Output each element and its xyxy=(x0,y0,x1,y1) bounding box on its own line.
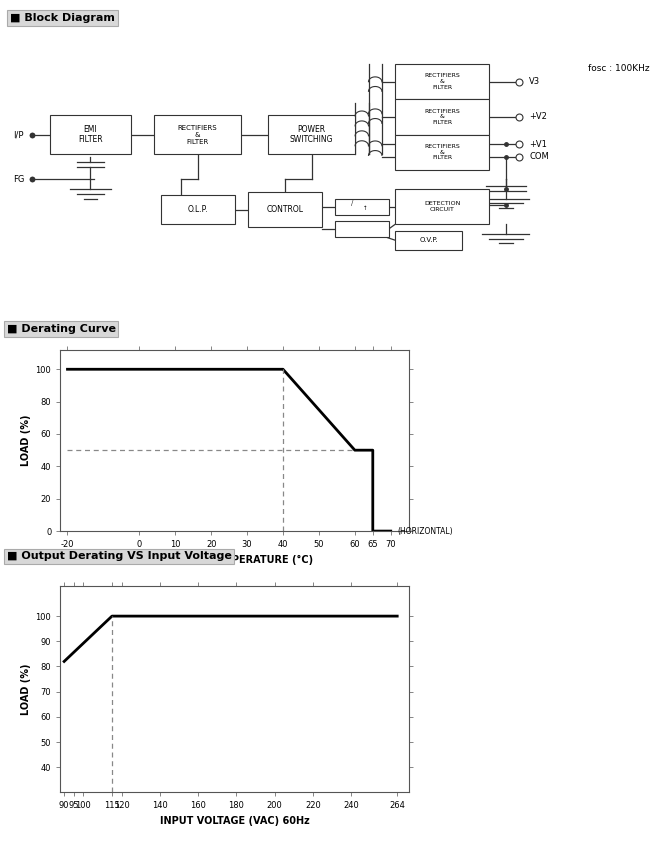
Text: ■ Derating Curve: ■ Derating Curve xyxy=(7,324,116,334)
Bar xyxy=(268,115,355,153)
Text: RECTIFIERS
&
FILTER: RECTIFIERS & FILTER xyxy=(424,144,460,160)
X-axis label: INPUT VOLTAGE (VAC) 60Hz: INPUT VOLTAGE (VAC) 60Hz xyxy=(159,816,310,826)
Y-axis label: LOAD (%): LOAD (%) xyxy=(21,415,31,466)
Bar xyxy=(248,192,322,228)
Bar xyxy=(335,199,389,215)
Text: ■ Block Diagram: ■ Block Diagram xyxy=(10,13,115,23)
Text: POWER
SWITCHING: POWER SWITCHING xyxy=(290,125,333,144)
Text: I/P: I/P xyxy=(13,130,24,139)
Text: DETECTION
CIRCUIT: DETECTION CIRCUIT xyxy=(424,201,460,212)
Bar xyxy=(395,189,489,224)
Bar xyxy=(50,115,131,153)
Text: ■ Output Derating VS Input Voltage: ■ Output Derating VS Input Voltage xyxy=(7,551,232,561)
Bar xyxy=(395,135,489,169)
Bar xyxy=(154,115,241,153)
Text: +V2: +V2 xyxy=(529,112,547,121)
Text: fosc : 100KHz: fosc : 100KHz xyxy=(588,64,650,73)
Y-axis label: LOAD (%): LOAD (%) xyxy=(21,663,31,715)
X-axis label: AMBIENT TEMPERATURE (°C): AMBIENT TEMPERATURE (°C) xyxy=(156,555,313,565)
Text: O.V.P.: O.V.P. xyxy=(419,237,438,244)
Text: RECTIFIERS
&
FILTER: RECTIFIERS & FILTER xyxy=(424,73,460,90)
Bar xyxy=(395,64,489,99)
Text: RECTIFIERS
&
FILTER: RECTIFIERS & FILTER xyxy=(424,109,460,126)
Text: O.L.P.: O.L.P. xyxy=(188,206,208,214)
Text: CONTROL: CONTROL xyxy=(266,206,304,214)
Text: ↑: ↑ xyxy=(363,206,367,211)
Bar xyxy=(395,231,462,250)
Bar xyxy=(335,221,389,237)
Text: COM: COM xyxy=(529,153,549,162)
Text: /: / xyxy=(350,201,353,207)
Text: EMI
FILTER: EMI FILTER xyxy=(78,125,103,144)
Bar xyxy=(395,99,489,135)
Text: (HORIZONTAL): (HORIZONTAL) xyxy=(398,527,454,535)
Text: +V1: +V1 xyxy=(529,140,547,148)
Text: V3: V3 xyxy=(529,78,541,86)
Text: RECTIFIERS
&
FILTER: RECTIFIERS & FILTER xyxy=(178,125,218,144)
Bar xyxy=(161,196,234,224)
Text: FG: FG xyxy=(13,175,25,184)
